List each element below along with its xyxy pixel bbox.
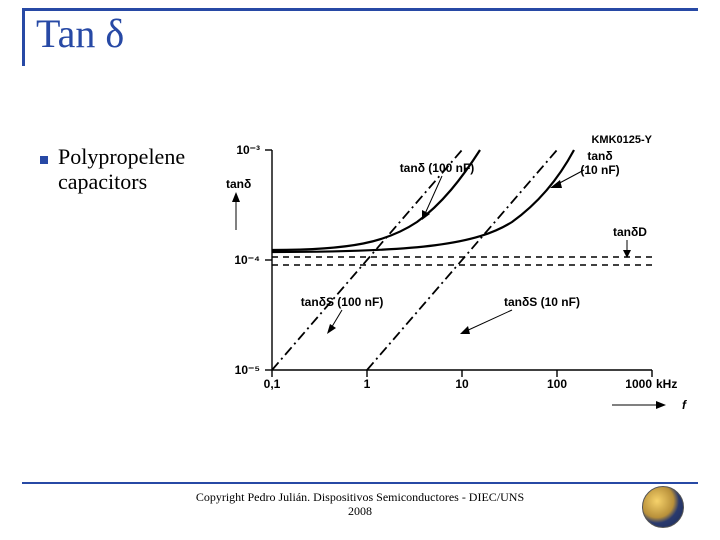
org-logo-icon bbox=[642, 486, 684, 528]
footer-line1: Copyright Pedro Julián. Dispositivos Sem… bbox=[0, 490, 720, 505]
slide-title: Tan δ bbox=[36, 10, 124, 57]
lbl-tand-D: tanδD bbox=[613, 225, 647, 239]
lbl-tand-10-b: (10 nF) bbox=[580, 163, 619, 177]
ytick-2: 10⁻⁵ bbox=[235, 363, 260, 377]
chart-header: KMK0125-Y bbox=[591, 134, 652, 146]
lbl-tand-S-10: tanδS (10 nF) bbox=[504, 295, 580, 309]
footer-rule bbox=[22, 482, 698, 484]
xtick-4: 1000 bbox=[625, 377, 652, 391]
x-unit: kHz bbox=[656, 377, 677, 391]
ytick-1: 10⁻⁴ bbox=[234, 253, 260, 267]
xtick-3: 100 bbox=[547, 377, 567, 391]
footer-line2: 2008 bbox=[0, 504, 720, 519]
bullet-icon bbox=[40, 156, 48, 164]
ytick-0: 10⁻³ bbox=[236, 143, 260, 157]
bullet-text: Polypropelene capacitors bbox=[58, 144, 218, 195]
y-axis-label: tanδ bbox=[226, 177, 251, 191]
xtick-1: 1 bbox=[364, 377, 371, 391]
xtick-2: 10 bbox=[455, 377, 469, 391]
lbl-tand-10-a: tanδ bbox=[587, 149, 612, 163]
tan-delta-chart: KMK0125-Y tanδ 10⁻³ 10⁻⁴ 10⁻⁵ 0,1 1 10 1… bbox=[212, 130, 710, 420]
lbl-tand-S-100: tanδS (100 nF) bbox=[301, 295, 384, 309]
lbl-tand-100: tanδ (100 nF) bbox=[400, 161, 475, 175]
xtick-0: 0,1 bbox=[264, 377, 281, 391]
